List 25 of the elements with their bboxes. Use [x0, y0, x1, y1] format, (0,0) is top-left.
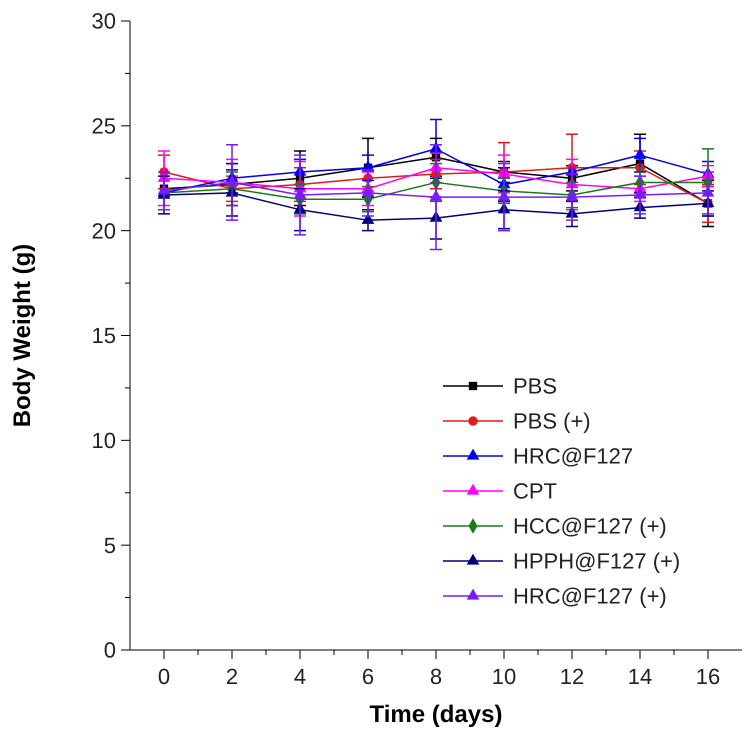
x-tick-label: 16	[696, 664, 720, 689]
y-tick-label: 0	[104, 638, 116, 663]
y-tick-label: 15	[92, 323, 116, 348]
x-tick-label: 6	[362, 664, 374, 689]
x-tick-label: 10	[492, 664, 516, 689]
y-tick-label: 25	[92, 114, 116, 139]
legend-label: PBS (+)	[513, 408, 591, 434]
x-tick-label: 12	[560, 664, 584, 689]
legend-label: PBS	[513, 374, 558, 399]
x-tick-label: 4	[294, 664, 306, 689]
y-tick-label: 5	[104, 532, 116, 558]
x-axis-title: Time (days)	[370, 701, 502, 728]
legend-label: HCC@F127 (+)	[513, 514, 667, 539]
y-tick-label: 20	[92, 218, 116, 244]
x-tick-label: 14	[628, 664, 652, 689]
x-tick-label: 8	[430, 664, 442, 689]
legend-label: CPT	[513, 478, 557, 504]
legend-label: HRC@F127	[513, 444, 634, 469]
y-tick-label: 10	[92, 428, 116, 454]
x-tick-label: 2	[226, 664, 238, 689]
x-tick-label: 0	[158, 664, 170, 689]
legend-label: HRC@F127 (+)	[513, 584, 667, 609]
y-tick-label: 30	[92, 8, 116, 34]
legend-label: HPPH@F127 (+)	[513, 548, 680, 574]
y-axis-title: Body Weight (g)	[9, 244, 36, 428]
